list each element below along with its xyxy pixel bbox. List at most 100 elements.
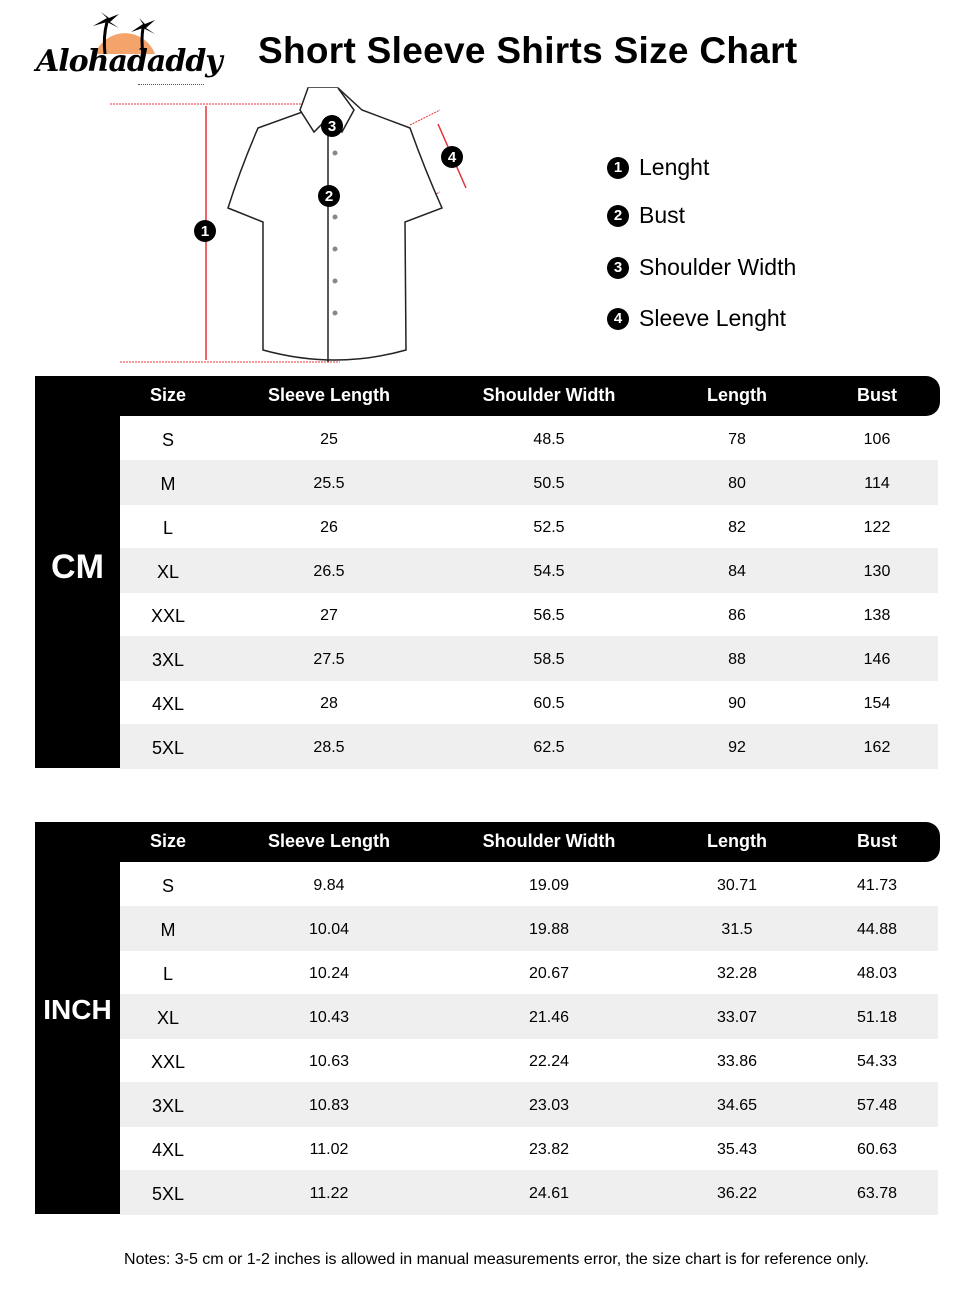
cell-length: 84 bbox=[728, 563, 746, 580]
marker-length-icon: 1 bbox=[194, 220, 216, 242]
table-row: S 25 48.5 78 106 bbox=[120, 416, 938, 461]
unit-column bbox=[35, 822, 120, 1214]
cell-length: 32.28 bbox=[716, 965, 758, 982]
cell-size: S bbox=[161, 430, 175, 450]
cell-bust: 57.48 bbox=[856, 1097, 898, 1114]
cell-bust: 41.73 bbox=[856, 877, 898, 894]
cell-size: L bbox=[162, 964, 174, 984]
marker-sleeve-icon: 4 bbox=[441, 146, 463, 168]
column-header-length: Length bbox=[707, 385, 767, 405]
cell-length: 86 bbox=[728, 607, 746, 624]
cell-size: 3XL bbox=[151, 650, 185, 670]
table-row: XXL 27 56.5 86 138 bbox=[120, 592, 938, 637]
logo-palm-sun-icon bbox=[93, 12, 155, 55]
cell-sleeve-length: 25.5 bbox=[313, 475, 345, 492]
cell-bust: 48.03 bbox=[856, 965, 898, 982]
number-icon: 1 bbox=[607, 156, 629, 179]
size-table-cm: CM Size Sleeve Length Shoulder Width Length B… bbox=[35, 376, 941, 769]
cell-size: M bbox=[160, 920, 176, 940]
cell-sleeve-length: 25 bbox=[320, 431, 338, 448]
cell-bust: 60.63 bbox=[856, 1141, 898, 1158]
table-header bbox=[35, 822, 940, 862]
column-header-shoulder-width: Shoulder Width bbox=[482, 385, 616, 405]
table-row: M 25.5 50.5 80 114 bbox=[120, 460, 938, 505]
table-row: XL 26.5 54.5 84 130 bbox=[120, 548, 938, 593]
column-header-bust: Bust bbox=[857, 831, 897, 851]
cell-shoulder-width: 54.5 bbox=[533, 563, 565, 580]
cell-size: M bbox=[160, 474, 176, 494]
number-icon: 3 bbox=[607, 256, 629, 279]
cell-size: 5XL bbox=[151, 1184, 185, 1204]
legend-item-length: 1 Lenght bbox=[607, 154, 709, 181]
cell-shoulder-width: 62.5 bbox=[533, 739, 565, 756]
legend-label: Bust bbox=[639, 202, 686, 228]
cell-size: 4XL bbox=[151, 1140, 185, 1160]
cell-length: 78 bbox=[728, 431, 746, 448]
cell-sleeve-length: 27 bbox=[320, 607, 338, 624]
cell-size: XL bbox=[156, 562, 180, 582]
table-row: XXL 10.63 22.24 33.86 54.33 bbox=[120, 1038, 938, 1083]
legend-item-shoulder: 3 Shoulder Width bbox=[607, 254, 796, 281]
unit-label: INCH bbox=[43, 994, 112, 1025]
cell-shoulder-width: 60.5 bbox=[533, 695, 565, 712]
cell-sleeve-length: 9.84 bbox=[313, 877, 345, 894]
cell-size: L bbox=[162, 518, 174, 538]
notes-text: Notes: 3-5 cm or 1-2 inches is allowed i… bbox=[124, 1251, 869, 1268]
column-header-length: Length bbox=[707, 831, 767, 851]
cell-shoulder-width: 24.61 bbox=[528, 1185, 570, 1202]
number-icon: 2 bbox=[607, 204, 629, 227]
cell-shoulder-width: 52.5 bbox=[533, 519, 565, 536]
cell-bust: 54.33 bbox=[856, 1053, 898, 1070]
legend-label: Lenght bbox=[639, 154, 710, 180]
page-title: Short Sleeve Shirts Size Chart bbox=[258, 30, 798, 71]
cell-shoulder-width: 19.09 bbox=[528, 877, 570, 894]
cell-size: S bbox=[161, 876, 175, 896]
number-icon: 4 bbox=[607, 307, 629, 330]
cell-sleeve-length: 10.04 bbox=[308, 921, 350, 938]
cell-size: XXL bbox=[150, 606, 186, 626]
legend-label: Shoulder Width bbox=[639, 254, 797, 280]
column-header-sleeve-length: Sleeve Length bbox=[267, 385, 391, 405]
table-row: XL 10.43 21.46 33.07 51.18 bbox=[120, 994, 938, 1039]
table-row: 3XL 27.5 58.5 88 146 bbox=[120, 636, 938, 681]
table-row: 4XL 11.02 23.82 35.43 60.63 bbox=[120, 1126, 938, 1171]
cell-length: 34.65 bbox=[716, 1097, 758, 1114]
cell-length: 92 bbox=[728, 739, 746, 756]
cell-length: 80 bbox=[728, 475, 746, 492]
cell-shoulder-width: 23.03 bbox=[528, 1097, 570, 1114]
cell-sleeve-length: 26 bbox=[320, 519, 338, 536]
column-header-bust: Bust bbox=[857, 385, 897, 405]
cell-sleeve-length: 10.24 bbox=[308, 965, 350, 982]
cell-bust: 162 bbox=[863, 739, 891, 756]
table-row: M 10.04 19.88 31.5 44.88 bbox=[120, 906, 938, 951]
cell-length: 35.43 bbox=[716, 1141, 758, 1158]
cell-bust: 44.88 bbox=[856, 921, 898, 938]
cell-size: 4XL bbox=[151, 694, 185, 714]
legend-label: Sleeve Lenght bbox=[639, 305, 787, 331]
column-header-size: Size bbox=[149, 385, 187, 405]
shirt-diagram bbox=[110, 87, 467, 363]
marker-bust-icon: 2 bbox=[318, 185, 340, 207]
cell-sleeve-length: 10.63 bbox=[308, 1053, 350, 1070]
legend-item-sleeve: 4 Sleeve Lenght bbox=[607, 305, 786, 332]
unit-label: CM bbox=[51, 548, 104, 586]
table-row: S 9.84 19.09 30.71 41.73 bbox=[120, 862, 938, 907]
cell-bust: 146 bbox=[863, 651, 891, 668]
cell-bust: 114 bbox=[864, 475, 890, 492]
table-row: 5XL 28.5 62.5 92 162 bbox=[120, 724, 938, 769]
table-row: 5XL 11.22 24.61 36.22 63.78 bbox=[120, 1170, 938, 1215]
cell-bust: 106 bbox=[863, 431, 891, 448]
size-table-inch: INCH Size Sleeve Length Shoulder Width Lengt… bbox=[35, 822, 941, 1215]
cell-bust: 51.18 bbox=[856, 1009, 898, 1026]
unit-column bbox=[35, 376, 120, 768]
table-row: 4XL 28 60.5 90 154 bbox=[120, 680, 938, 725]
column-header-shoulder-width: Shoulder Width bbox=[482, 831, 616, 851]
cell-length: 88 bbox=[728, 651, 746, 668]
cell-length: 33.07 bbox=[716, 1009, 758, 1026]
cell-shoulder-width: 58.5 bbox=[533, 651, 565, 668]
cell-size: 3XL bbox=[151, 1096, 185, 1116]
cell-bust: 154 bbox=[863, 695, 891, 712]
brand-logo: Alohadaddy bbox=[36, 44, 223, 79]
cell-sleeve-length: 10.83 bbox=[308, 1097, 350, 1114]
cell-bust: 63.78 bbox=[856, 1185, 898, 1202]
